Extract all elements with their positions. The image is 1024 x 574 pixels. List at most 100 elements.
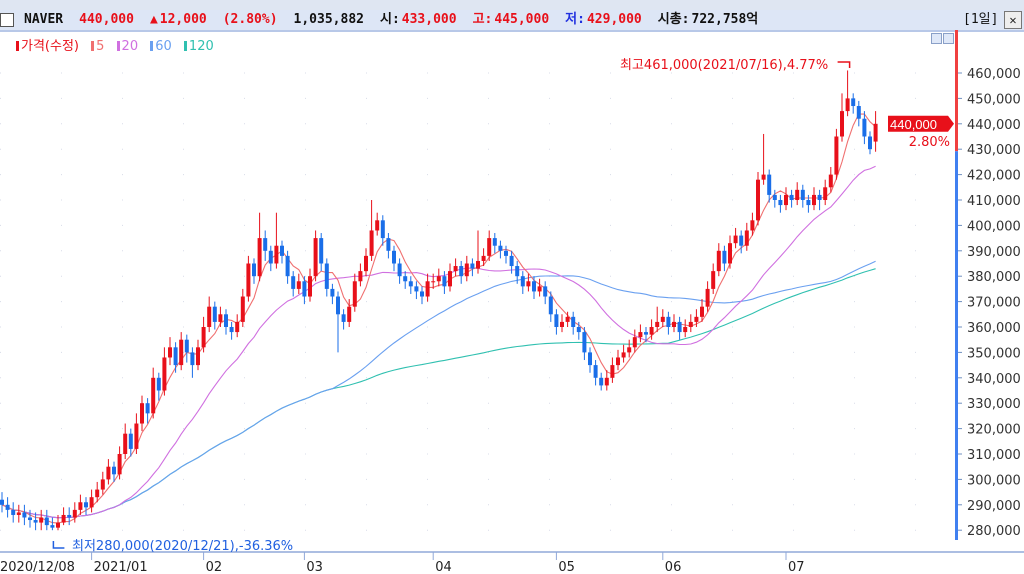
low-group: 저: 429,000	[565, 10, 642, 30]
x-tick-label: 07	[788, 560, 805, 574]
candle-body	[459, 266, 464, 277]
candle-body	[537, 286, 542, 292]
candle-body	[739, 235, 744, 246]
candle-body	[487, 238, 492, 256]
quote-header: NAVER 440,000 ▲ 12,000 (2.80%) 1,035,882…	[0, 10, 1024, 32]
candle-body	[632, 337, 637, 348]
candle-body	[112, 466, 116, 475]
candle-body	[627, 347, 632, 353]
price-change: 12,000	[159, 12, 207, 27]
high-price: 445,000	[494, 12, 550, 27]
candle-body	[520, 276, 525, 287]
candle-body	[246, 263, 251, 297]
y-tick-label: 330,000	[967, 397, 1021, 412]
y-tick-label: 380,000	[967, 270, 1021, 285]
candle-body	[862, 118, 867, 137]
candle-body	[425, 281, 430, 297]
candle-body	[660, 316, 665, 322]
candle-body	[509, 255, 514, 267]
candle-body	[397, 263, 402, 277]
candle-body	[515, 266, 520, 277]
ma20-line	[1, 165, 876, 519]
candle-body	[476, 260, 480, 269]
candle-body	[386, 238, 391, 251]
candle-body	[408, 281, 413, 287]
select-checkbox[interactable]	[0, 13, 14, 27]
candle-body	[448, 271, 452, 287]
period-selector[interactable]: [1일]	[963, 12, 999, 27]
candle-body	[548, 296, 553, 315]
axis-down-bar	[955, 151, 958, 540]
x-tick-label: 06	[665, 560, 682, 574]
candle-body	[856, 106, 861, 119]
candle-body	[100, 479, 105, 490]
x-tick-label: 04	[435, 560, 452, 574]
y-tick-label: 440,000	[967, 118, 1021, 133]
candle-body	[72, 509, 77, 518]
candle-body	[84, 502, 88, 508]
candle-body	[229, 327, 234, 333]
legend-ma5[interactable]: 5	[91, 39, 108, 54]
current-price-tag	[888, 115, 954, 132]
candle-body	[179, 339, 184, 366]
candle-body	[571, 316, 576, 327]
candle-body	[358, 271, 363, 282]
candle-body	[375, 220, 380, 231]
candle-body	[403, 276, 408, 282]
candle-body	[313, 238, 318, 277]
candle-body	[106, 466, 111, 480]
candle-body	[705, 288, 710, 307]
current-price: 440,000	[79, 12, 134, 27]
candle-body	[576, 327, 581, 333]
candle-body	[834, 136, 839, 175]
high-annotation: 최고461,000(2021/07/16),4.77%	[620, 58, 829, 73]
candle-body	[700, 306, 704, 317]
candle-body	[582, 332, 587, 353]
low-label: 저:	[565, 12, 585, 27]
candle-body	[280, 245, 284, 256]
candle-body	[330, 288, 335, 297]
candle-body	[789, 194, 794, 200]
y-tick-label: 280,000	[967, 524, 1021, 539]
candle-body	[610, 365, 615, 378]
low-annotation: 최저280,000(2020/12/21),-36.36%	[72, 539, 294, 554]
legend-ma20[interactable]: 20	[116, 39, 143, 54]
candle-body	[795, 189, 800, 200]
x-tick-label: 05	[558, 560, 575, 574]
minimize-pane-icon[interactable]	[931, 33, 942, 44]
candle-body	[352, 281, 357, 307]
candle-body	[364, 255, 368, 272]
candle-body	[750, 220, 755, 231]
legend-price[interactable]: 가격(수정)	[16, 39, 83, 54]
candle-body	[196, 347, 200, 366]
y-tick-label: 300,000	[967, 473, 1021, 488]
open-group: 시: 433,000	[380, 10, 457, 30]
candle-body	[235, 321, 240, 333]
candle-body	[772, 194, 777, 200]
close-icon[interactable]: ✕	[1004, 11, 1022, 29]
candle-body	[369, 230, 374, 256]
y-tick-label: 420,000	[967, 169, 1021, 184]
candle-body	[134, 423, 139, 449]
y-tick-label: 310,000	[967, 448, 1021, 463]
legend-ma120[interactable]: 120	[183, 39, 218, 54]
legend-ma60[interactable]: 60	[150, 39, 176, 54]
candle-body	[873, 123, 878, 142]
candle-body	[252, 263, 256, 277]
maximize-pane-icon[interactable]	[943, 33, 954, 44]
candle-body	[728, 243, 732, 264]
candle-body	[638, 332, 643, 338]
candle-body	[11, 509, 16, 515]
candle-body	[565, 316, 570, 322]
candle-body	[140, 403, 144, 424]
x-tick-label: 03	[306, 560, 323, 574]
high-arrow-icon	[837, 61, 851, 68]
candle-body	[324, 263, 329, 289]
candle-body	[817, 194, 822, 200]
y-tick-label: 370,000	[967, 296, 1021, 311]
candle-body	[201, 327, 206, 348]
axis-up-bar	[955, 30, 958, 152]
candle-body	[380, 220, 385, 239]
high-label: 고:	[472, 12, 493, 27]
